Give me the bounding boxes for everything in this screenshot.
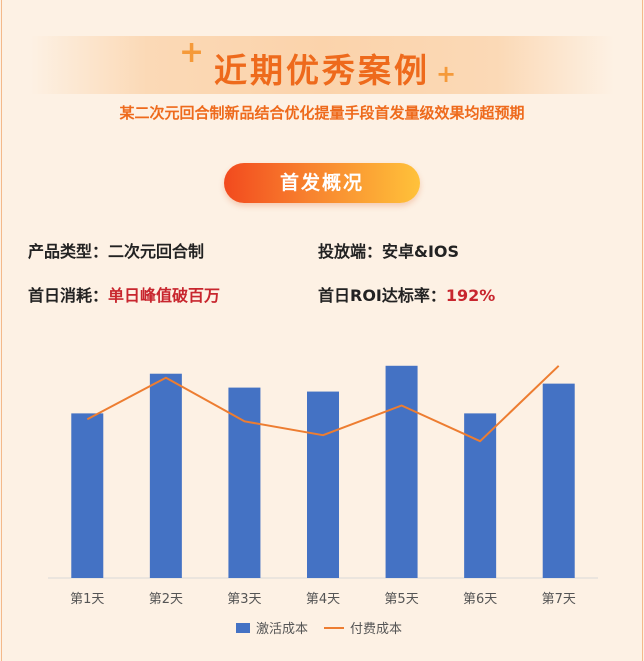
x-tick-label: 第2天: [149, 592, 183, 607]
x-tick-label: 第3天: [227, 592, 261, 607]
page-subtitle: 某二次元回合制新品结合优化提量手段首发量级效果均超预期: [119, 104, 525, 122]
line-series-pay-cost: [86, 365, 560, 443]
bar-6: [464, 413, 497, 578]
first-day-roi-label: 首日ROI达标率：: [318, 286, 446, 305]
product-type-label: 产品类型：: [28, 242, 109, 261]
platform-label: 投放端：: [318, 242, 383, 261]
section-heading-pill: 首发概况: [224, 163, 420, 203]
page-title: 近期优秀案例: [214, 51, 430, 90]
first-day-roi-row: 首日ROI达标率：192%: [318, 282, 495, 306]
left-border: [1, 0, 2, 661]
title-banner: [30, 36, 614, 94]
product-type-value: 二次元回合制: [108, 242, 205, 261]
product-type-row: 产品类型：二次元回合制: [28, 238, 204, 262]
bar-4: [307, 391, 339, 578]
bar-2: [149, 373, 182, 578]
platform-row: 投放端：安卓&IOS: [318, 238, 459, 262]
x-tick-label: 第6天: [463, 592, 497, 607]
right-border: [642, 0, 643, 661]
bar-7: [542, 383, 575, 578]
x-tick-label: 第1天: [70, 592, 104, 607]
bar-5: [385, 365, 418, 578]
first-day-spend-row: 首日消耗：单日峰值破百万: [28, 282, 220, 306]
legend-bar-swatch: [236, 623, 250, 633]
plus-icon: +: [179, 35, 205, 70]
first-day-spend-label: 首日消耗：: [28, 286, 109, 305]
bar-3: [228, 387, 261, 578]
x-tick-label: 第7天: [542, 592, 576, 607]
x-tick-label: 第5天: [384, 592, 418, 607]
legend-label-pay-cost: 付费成本: [350, 622, 402, 637]
first-day-roi-value: 192%: [445, 286, 496, 305]
legend-label-activation-cost: 激活成本: [256, 622, 308, 637]
x-tick-label: 第4天: [306, 592, 340, 607]
first-day-spend-value: 单日峰值破百万: [108, 286, 221, 305]
bar-1: [71, 413, 104, 578]
plus-icon: +: [436, 60, 457, 88]
platform-value: 安卓&IOS: [382, 242, 460, 261]
